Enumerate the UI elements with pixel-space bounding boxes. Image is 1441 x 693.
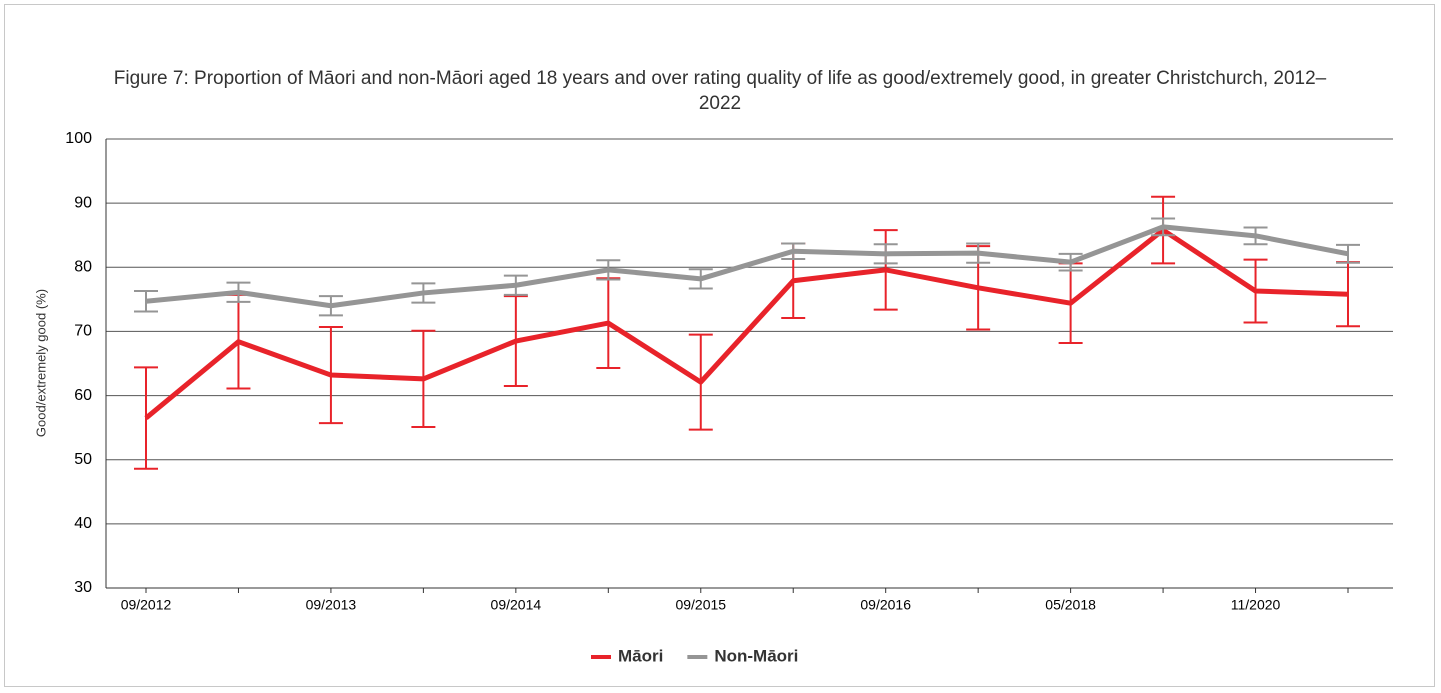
x-tick-label: 09/2012 [121, 597, 172, 613]
y-tick-label: 30 [74, 579, 92, 596]
series-line [144, 227, 1349, 420]
y-axis-label: Good/extremely good (%) [33, 289, 48, 437]
x-tick-label: 11/2020 [1231, 597, 1281, 613]
y-tick-label: 40 [74, 515, 92, 532]
x-tick-label: 09/2013 [306, 597, 357, 613]
y-tick-label: 70 [74, 323, 92, 340]
x-tick-label: 09/2014 [491, 597, 542, 613]
y-tick-label: 90 [74, 194, 92, 211]
chart-frame [4, 4, 1435, 687]
chart-title: Figure 7: Proportion of Māori and non-Mā… [113, 68, 1327, 114]
y-tick-label: 80 [74, 259, 92, 276]
legend-label: Non-Māori [714, 646, 798, 665]
series-line [145, 224, 1349, 309]
x-tick-label: 09/2016 [860, 597, 911, 613]
y-tick-label: 100 [65, 130, 92, 147]
y-tick-label: 50 [74, 451, 92, 468]
y-tick-label: 60 [74, 387, 92, 404]
legend-label: Māori [618, 646, 663, 665]
x-tick-label: 05/2018 [1045, 597, 1096, 613]
x-tick-label: 09/2015 [675, 597, 726, 613]
